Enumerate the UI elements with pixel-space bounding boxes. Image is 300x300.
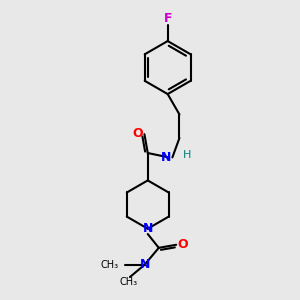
Text: F: F [164,12,172,25]
Text: O: O [133,127,143,140]
Text: N: N [140,258,150,271]
Text: O: O [177,238,188,251]
Text: CH₃: CH₃ [101,260,119,270]
Text: N: N [160,151,171,164]
Text: CH₃: CH₃ [119,277,137,287]
Text: H: H [183,150,191,160]
Text: N: N [142,222,153,235]
